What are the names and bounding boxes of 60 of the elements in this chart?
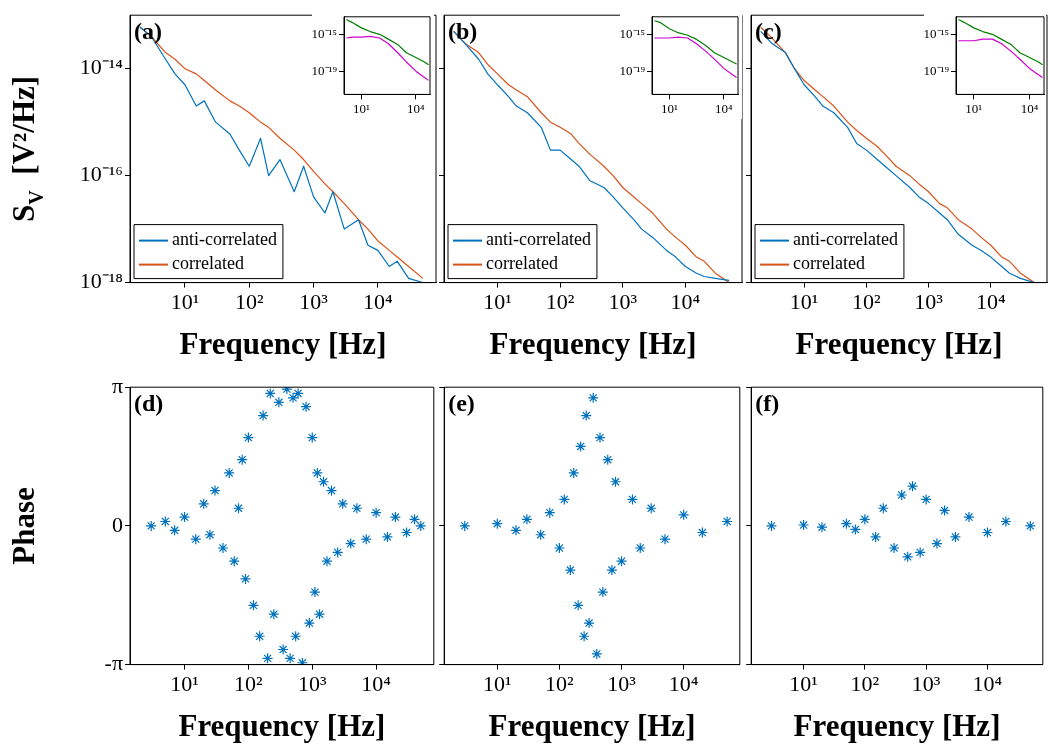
x-axis-title: Frequency [Hz] bbox=[489, 326, 697, 361]
x-tick-label: 10³ bbox=[299, 288, 329, 314]
x-tick-label: 10¹ bbox=[352, 100, 370, 116]
chart-title: (b) bbox=[448, 18, 478, 45]
y-tick-label: 10⁻¹⁴ bbox=[79, 54, 124, 80]
x-tick-label: 10² bbox=[234, 670, 264, 696]
x-tick-label: 10³ bbox=[608, 288, 638, 314]
x-tick-label: 10⁴ bbox=[407, 100, 426, 116]
x-tick-label: 10¹ bbox=[170, 670, 199, 696]
y-tick-label: 10⁻¹⁶ bbox=[79, 161, 123, 187]
y-tick-label: π bbox=[111, 372, 123, 398]
x-tick-label: 10¹ bbox=[789, 670, 818, 696]
x-tick-label: 10⁴ bbox=[715, 100, 734, 116]
x-tick-label: 10¹ bbox=[483, 288, 512, 314]
y-tick-label: 0 bbox=[112, 511, 123, 537]
x-tick-label: 10³ bbox=[914, 288, 944, 314]
x-tick-label: 10² bbox=[545, 670, 575, 696]
x-tick-label: 10¹ bbox=[965, 100, 983, 116]
x-axis-title: Frequency [Hz] bbox=[178, 708, 386, 743]
x-tick-label: 10⁴ bbox=[1020, 100, 1039, 116]
y-axis-title: SV [V²/Hz] bbox=[6, 75, 48, 222]
chart-title: (e) bbox=[448, 390, 475, 417]
x-tick-label: 10⁴ bbox=[670, 288, 701, 314]
x-tick-label: 10⁴ bbox=[668, 670, 699, 696]
legend-label: correlated bbox=[486, 253, 558, 274]
x-tick-label: 10⁴ bbox=[363, 288, 394, 314]
x-axis-title: Frequency [Hz] bbox=[488, 708, 696, 743]
x-axis-title: Frequency [Hz] bbox=[795, 326, 1003, 361]
legend-label: anti-correlated bbox=[172, 229, 277, 250]
x-tick-label: 10⁴ bbox=[975, 288, 1006, 314]
y-tick-label: -π bbox=[104, 650, 123, 676]
x-tick-label: 10² bbox=[852, 288, 882, 314]
y-tick-label: 10⁻¹⁵ bbox=[311, 25, 337, 41]
y-tick-label: 10⁻¹⁹ bbox=[311, 62, 338, 78]
y-tick-label: 10⁻¹⁸ bbox=[79, 268, 123, 294]
chart-title: (d) bbox=[134, 390, 164, 417]
x-tick-label: 10² bbox=[545, 288, 575, 314]
chart-title: (f) bbox=[755, 390, 780, 417]
y-axis-title: Phase bbox=[6, 487, 41, 565]
legend-label: correlated bbox=[172, 253, 244, 274]
x-tick-label: 10³ bbox=[297, 670, 327, 696]
y-tick-label: 10⁻¹⁹ bbox=[619, 62, 646, 78]
y-tick-label: 10⁻¹⁵ bbox=[619, 25, 645, 41]
x-tick-label: 10¹ bbox=[789, 288, 819, 314]
x-tick-label: 10² bbox=[234, 288, 264, 314]
y-tick-label: 10⁻¹⁹ bbox=[923, 62, 950, 78]
x-tick-label: 10¹ bbox=[660, 100, 678, 116]
legend-label: correlated bbox=[793, 253, 865, 274]
x-tick-label: 10³ bbox=[911, 670, 941, 696]
x-tick-label: 10³ bbox=[607, 670, 637, 696]
x-axis-title: Frequency [Hz] bbox=[179, 326, 387, 361]
x-tick-label: 10² bbox=[850, 670, 880, 696]
x-tick-label: 10⁴ bbox=[972, 670, 1003, 696]
x-tick-label: 10¹ bbox=[482, 670, 512, 696]
x-axis-title: Frequency [Hz] bbox=[793, 708, 1001, 743]
x-tick-label: 10¹ bbox=[170, 288, 200, 314]
legend-label: anti-correlated bbox=[793, 229, 898, 250]
legend-label: anti-correlated bbox=[486, 229, 591, 250]
y-tick-label: 10⁻¹⁵ bbox=[923, 25, 949, 41]
x-tick-label: 10⁴ bbox=[361, 670, 392, 696]
